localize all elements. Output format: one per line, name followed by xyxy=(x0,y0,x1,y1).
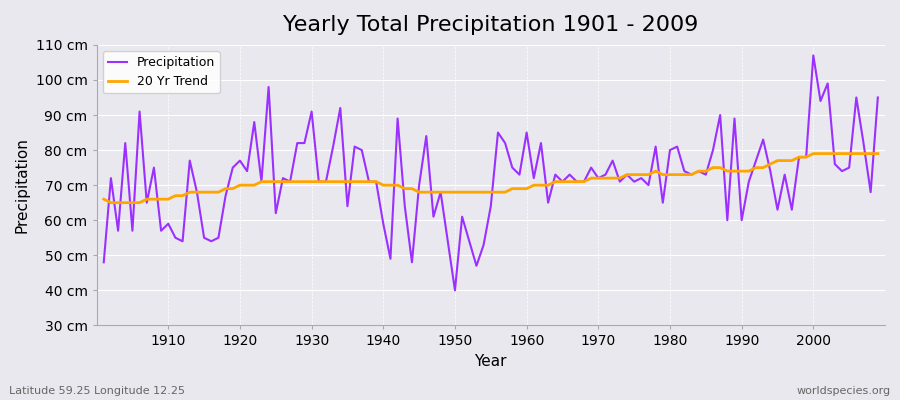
Precipitation xyxy=(615,179,626,184)
Precipitation xyxy=(313,179,324,184)
20 Yr Trend xyxy=(320,179,331,184)
20 Yr Trend xyxy=(521,186,532,191)
20 Yr Trend xyxy=(872,151,883,156)
20 Yr Trend xyxy=(615,176,626,180)
Y-axis label: Precipitation: Precipitation xyxy=(15,137,30,233)
Text: Latitude 59.25 Longitude 12.25: Latitude 59.25 Longitude 12.25 xyxy=(9,386,185,396)
Precipitation xyxy=(98,260,109,265)
Precipitation xyxy=(521,130,532,135)
20 Yr Trend xyxy=(98,197,109,202)
Legend: Precipitation, 20 Yr Trend: Precipitation, 20 Yr Trend xyxy=(103,51,220,93)
Precipitation xyxy=(872,95,883,100)
Line: Precipitation: Precipitation xyxy=(104,56,878,290)
Title: Yearly Total Precipitation 1901 - 2009: Yearly Total Precipitation 1901 - 2009 xyxy=(284,15,698,35)
X-axis label: Year: Year xyxy=(474,354,507,369)
Precipitation xyxy=(528,176,539,180)
Precipitation xyxy=(156,228,166,233)
Line: 20 Yr Trend: 20 Yr Trend xyxy=(104,154,878,203)
20 Yr Trend xyxy=(163,197,174,202)
Precipitation xyxy=(808,53,819,58)
Precipitation xyxy=(450,288,461,293)
20 Yr Trend xyxy=(105,200,116,205)
Precipitation xyxy=(356,148,367,152)
Text: worldspecies.org: worldspecies.org xyxy=(796,386,891,396)
20 Yr Trend xyxy=(808,151,819,156)
20 Yr Trend xyxy=(528,183,539,188)
20 Yr Trend xyxy=(364,179,374,184)
